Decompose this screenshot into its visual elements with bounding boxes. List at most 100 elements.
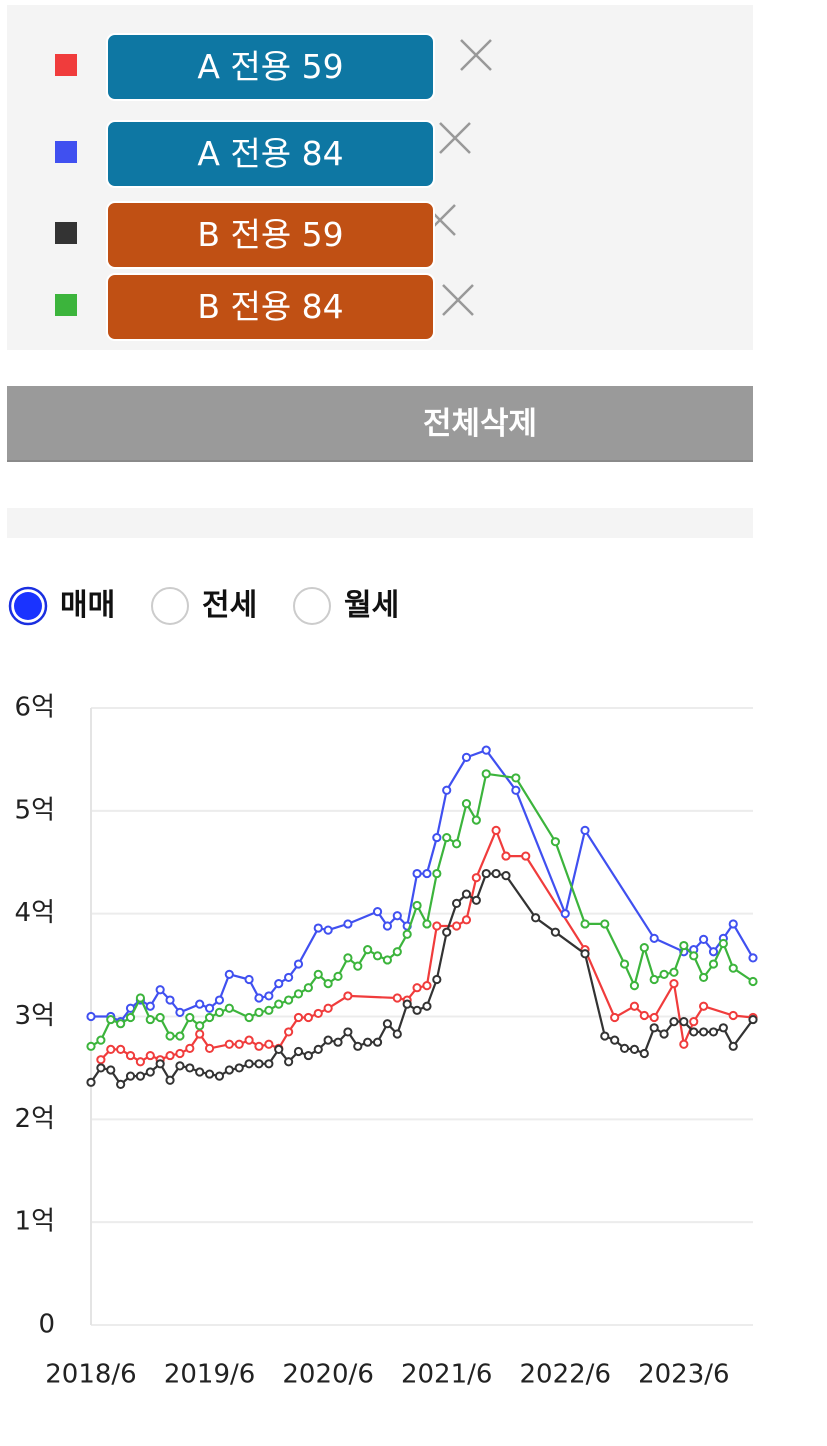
data-point — [461, 752, 472, 762]
radio-button[interactable] — [8, 586, 48, 626]
data-point — [372, 951, 383, 961]
data-point — [244, 1012, 254, 1023]
data-point — [353, 961, 363, 971]
data-point — [264, 991, 274, 1001]
data-point — [432, 868, 442, 879]
data-point — [689, 951, 699, 961]
data-point — [244, 974, 254, 985]
data-point — [106, 1044, 116, 1055]
data-point — [323, 925, 333, 935]
data-point — [422, 981, 432, 991]
button-label: 전체삭제 — [422, 406, 538, 442]
series-badge[interactable]: A 전용 59 — [106, 33, 435, 101]
data-point — [501, 851, 511, 861]
legend-swatch — [55, 222, 77, 244]
data-point — [531, 913, 541, 923]
data-point — [214, 1071, 225, 1081]
data-point — [392, 993, 402, 1003]
close-icon — [439, 122, 471, 154]
data-point — [639, 1048, 649, 1059]
data-point — [145, 1067, 155, 1077]
data-point — [264, 1059, 274, 1069]
data-point — [698, 1027, 709, 1037]
series-badge[interactable]: B 전용 84 — [106, 273, 435, 341]
data-point — [629, 1001, 640, 1011]
data-point — [284, 995, 294, 1005]
data-point — [125, 1071, 136, 1081]
delete-all-button[interactable]: 전체삭제 — [7, 386, 753, 462]
data-point — [679, 1017, 689, 1027]
series-badge[interactable]: B 전용 59 — [106, 201, 435, 269]
data-point — [195, 999, 205, 1009]
data-point — [600, 1031, 610, 1041]
data-point — [481, 868, 491, 879]
data-point — [689, 1017, 699, 1027]
series-line — [90, 772, 754, 1048]
data-point — [204, 1003, 215, 1013]
legend-swatch — [55, 54, 77, 76]
data-point — [116, 1079, 126, 1089]
radio-button[interactable] — [292, 586, 332, 626]
divider-band — [7, 508, 753, 538]
remove-button[interactable] — [458, 37, 494, 73]
data-point — [372, 1037, 383, 1047]
data-point — [353, 1041, 363, 1051]
radio-label[interactable]: 월세 — [344, 588, 400, 623]
remove-button[interactable] — [437, 120, 473, 156]
data-point — [195, 1021, 205, 1031]
data-point — [155, 1012, 165, 1023]
data-point — [748, 953, 758, 963]
legend-swatch — [55, 141, 77, 163]
radio-label[interactable]: 매매 — [60, 588, 116, 623]
data-point — [293, 1046, 304, 1057]
data-point — [728, 1041, 738, 1051]
data-point — [382, 955, 393, 965]
data-point — [343, 991, 353, 1001]
data-point — [698, 1001, 709, 1011]
data-point — [145, 1014, 155, 1025]
data-point — [116, 1019, 126, 1029]
data-point — [165, 1050, 175, 1061]
data-point — [145, 1050, 155, 1061]
data-point — [155, 1059, 165, 1069]
data-point — [432, 832, 442, 843]
data-point — [125, 1050, 136, 1061]
data-point — [718, 938, 728, 949]
data-point — [382, 921, 393, 931]
data-point — [639, 943, 649, 953]
data-point — [442, 785, 452, 795]
data-point — [303, 983, 313, 993]
data-point — [649, 1012, 659, 1023]
data-point — [214, 1007, 225, 1017]
radio-button[interactable] — [150, 586, 190, 626]
data-point — [204, 1069, 215, 1079]
radio-label[interactable]: 전세 — [202, 588, 258, 623]
data-point — [550, 837, 560, 847]
data-point — [461, 915, 472, 925]
data-point — [451, 898, 462, 908]
data-point — [254, 1059, 264, 1069]
data-point — [175, 1007, 185, 1017]
data-point — [195, 1067, 205, 1077]
y-tick-label: 0 — [38, 1310, 55, 1340]
data-point — [649, 974, 659, 985]
data-point — [175, 1031, 185, 1041]
data-point — [106, 1065, 116, 1075]
data-point — [451, 839, 462, 849]
data-point — [659, 969, 669, 979]
data-point — [728, 1010, 738, 1021]
data-point — [432, 974, 442, 985]
data-point — [491, 825, 501, 835]
data-point — [254, 1041, 264, 1051]
remove-button[interactable] — [440, 282, 476, 318]
data-point — [728, 919, 738, 929]
data-point — [669, 967, 679, 977]
data-point — [451, 921, 462, 931]
data-point — [521, 851, 531, 861]
data-point — [145, 1001, 155, 1011]
series-badge[interactable]: A 전용 84 — [106, 120, 435, 188]
data-point — [679, 1039, 689, 1049]
data-point — [708, 1027, 719, 1037]
data-point — [333, 1037, 343, 1047]
data-point — [610, 1012, 620, 1023]
